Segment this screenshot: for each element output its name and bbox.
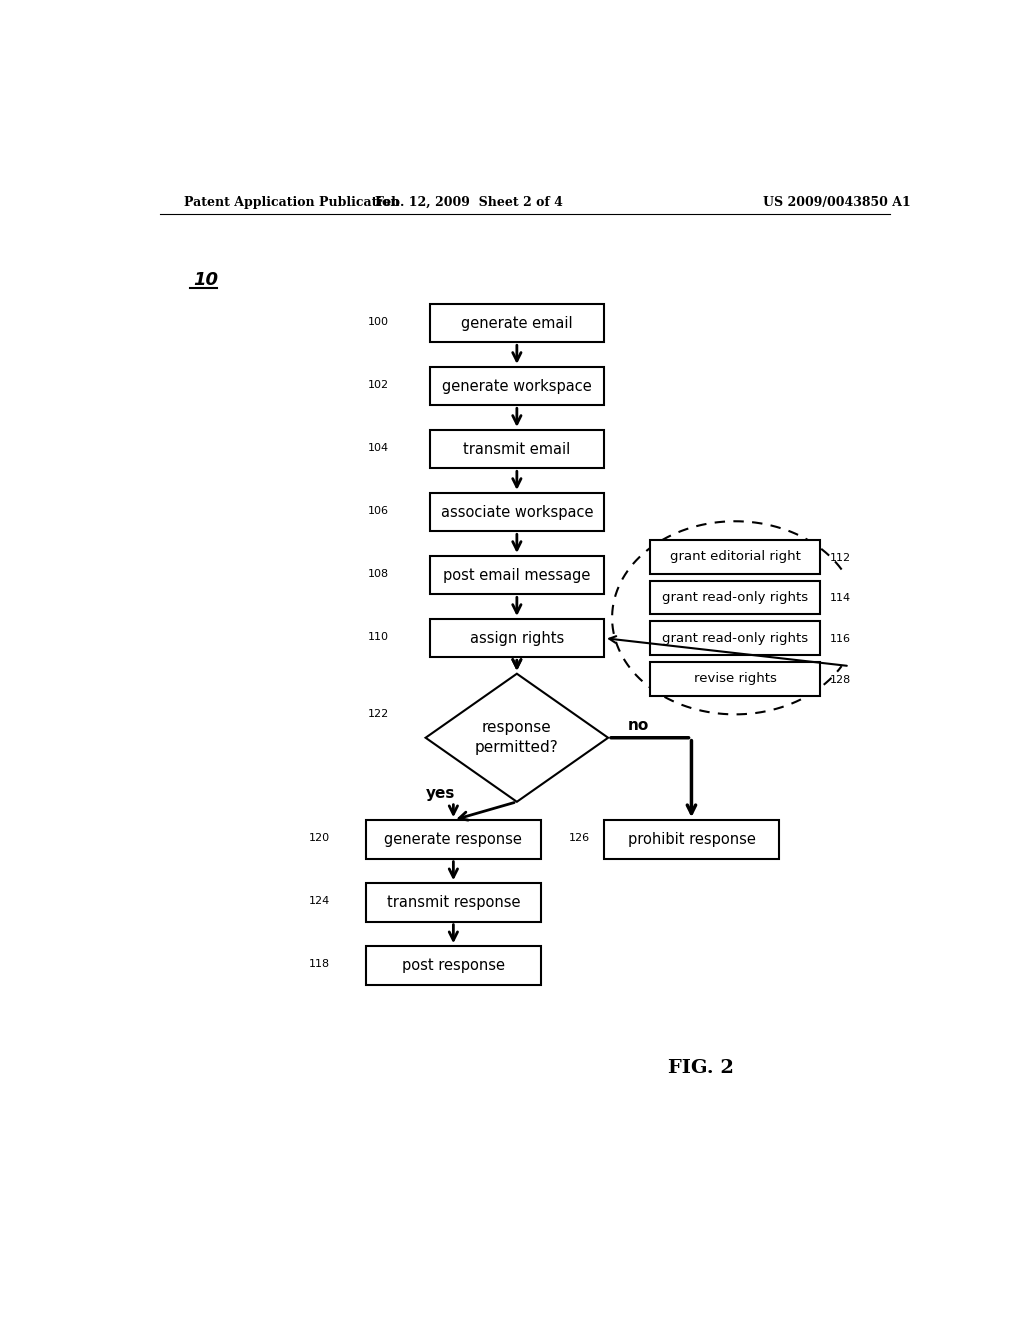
FancyBboxPatch shape	[367, 946, 541, 985]
Text: grant read-only rights: grant read-only rights	[663, 632, 808, 644]
Text: 124: 124	[309, 896, 330, 907]
Text: 108: 108	[368, 569, 389, 579]
Text: grant editorial right: grant editorial right	[670, 550, 801, 564]
Text: generate workspace: generate workspace	[442, 379, 592, 393]
Text: 118: 118	[309, 960, 330, 969]
Text: FIG. 2: FIG. 2	[668, 1059, 733, 1077]
Text: 126: 126	[569, 833, 591, 843]
FancyBboxPatch shape	[650, 663, 820, 696]
FancyBboxPatch shape	[430, 430, 604, 469]
Text: prohibit response: prohibit response	[628, 832, 756, 847]
FancyBboxPatch shape	[367, 883, 541, 921]
Text: 106: 106	[368, 506, 389, 516]
Text: 104: 104	[368, 444, 389, 453]
Text: 122: 122	[368, 709, 389, 719]
FancyBboxPatch shape	[604, 820, 778, 859]
Text: 100: 100	[368, 317, 389, 327]
FancyBboxPatch shape	[650, 622, 820, 655]
Text: 112: 112	[829, 553, 851, 562]
Text: 110: 110	[368, 632, 389, 642]
Text: yes: yes	[426, 787, 455, 801]
Text: generate email: generate email	[461, 315, 572, 330]
FancyBboxPatch shape	[430, 556, 604, 594]
Text: post email message: post email message	[443, 568, 591, 582]
Text: associate workspace: associate workspace	[440, 504, 593, 520]
Text: Patent Application Publication: Patent Application Publication	[183, 195, 399, 209]
Text: transmit response: transmit response	[387, 895, 520, 909]
FancyBboxPatch shape	[430, 492, 604, 532]
Text: 102: 102	[368, 380, 389, 389]
FancyBboxPatch shape	[430, 367, 604, 405]
Text: 116: 116	[829, 634, 851, 644]
Text: US 2009/0043850 A1: US 2009/0043850 A1	[763, 195, 910, 209]
Text: generate response: generate response	[384, 832, 522, 847]
Text: no: no	[628, 718, 649, 733]
FancyBboxPatch shape	[650, 540, 820, 574]
Text: 120: 120	[309, 833, 330, 843]
Text: 128: 128	[829, 675, 851, 685]
Text: transmit email: transmit email	[463, 442, 570, 457]
Text: assign rights: assign rights	[470, 631, 564, 645]
Text: response
permitted?: response permitted?	[475, 721, 559, 755]
Text: Feb. 12, 2009  Sheet 2 of 4: Feb. 12, 2009 Sheet 2 of 4	[376, 195, 563, 209]
FancyBboxPatch shape	[430, 619, 604, 657]
FancyBboxPatch shape	[650, 581, 820, 614]
Text: revise rights: revise rights	[693, 672, 776, 685]
Text: post response: post response	[401, 958, 505, 973]
Text: grant read-only rights: grant read-only rights	[663, 591, 808, 605]
FancyBboxPatch shape	[367, 820, 541, 859]
FancyBboxPatch shape	[430, 304, 604, 342]
Text: 114: 114	[829, 594, 851, 603]
Text: 10: 10	[194, 272, 218, 289]
